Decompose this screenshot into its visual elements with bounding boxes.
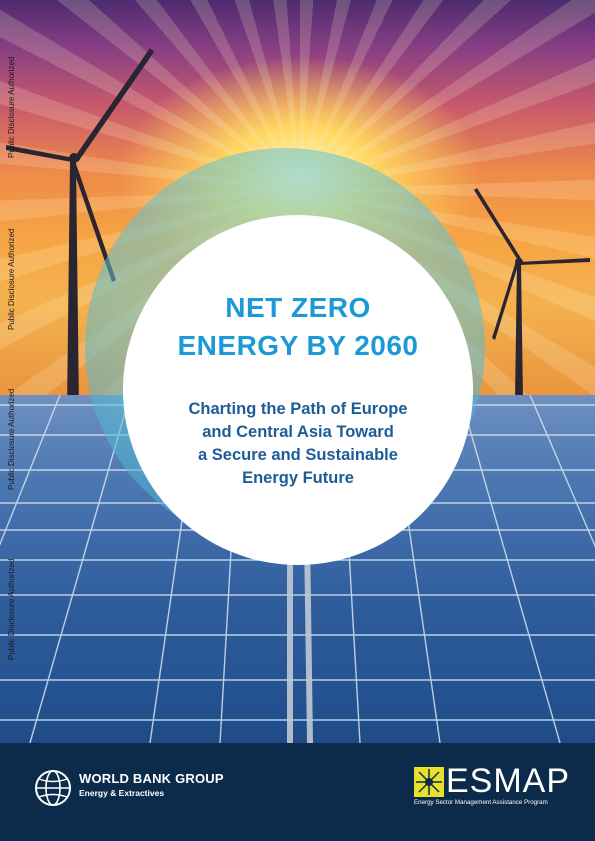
subtitle-line: Energy Future xyxy=(242,469,354,487)
world-bank-globe-icon xyxy=(35,770,71,806)
wind-turbine-icon xyxy=(6,48,590,410)
subtitle-line: and Central Asia Toward xyxy=(202,423,394,441)
disclosure-note: Public Disclosure Authorized xyxy=(7,228,16,330)
world-bank-subtitle: Energy & Extractives xyxy=(79,788,165,798)
world-bank-name: WORLD BANK GROUP xyxy=(79,771,224,786)
subtitle-line: a Secure and Sustainable xyxy=(198,446,398,464)
title-circle xyxy=(123,215,473,565)
esmap-name: ESMAP xyxy=(446,762,571,800)
subtitle: Charting the Path of Europe and Central … xyxy=(150,398,446,490)
footer-bar xyxy=(0,743,595,841)
esmap-star-icon xyxy=(414,767,444,797)
title-line-2: ENERGY BY 2060 xyxy=(177,330,419,361)
title-line-1: NET ZERO xyxy=(225,292,371,323)
subtitle-line: Charting the Path of Europe xyxy=(188,400,408,418)
disclosure-note: Public Disclosure Authorized xyxy=(7,56,16,158)
disclosure-note: Public Disclosure Authorized xyxy=(7,558,16,660)
esmap-subtitle: Energy Sector Management Assistance Prog… xyxy=(414,799,548,806)
disclosure-note: Public Disclosure Authorized xyxy=(7,388,16,490)
